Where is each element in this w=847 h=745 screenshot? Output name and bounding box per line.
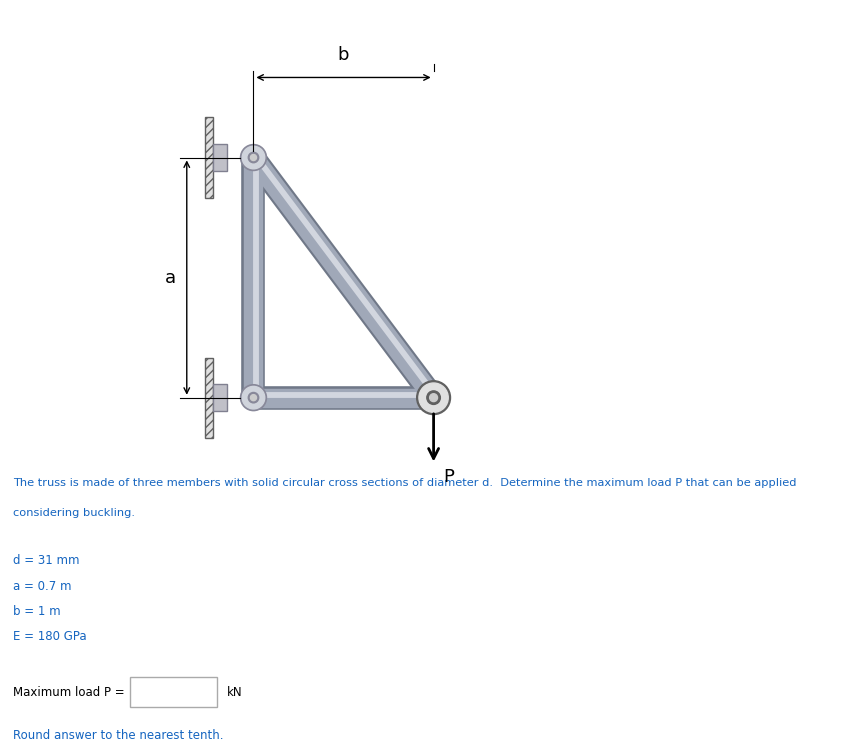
Text: The truss is made of three members with solid circular cross sections of diamete: The truss is made of three members with …	[14, 478, 797, 488]
Circle shape	[241, 384, 267, 410]
Text: E = 180 GPa: E = 180 GPa	[14, 630, 87, 644]
Text: a: a	[164, 269, 175, 287]
Bar	[130, 677, 217, 707]
Circle shape	[251, 395, 257, 401]
Text: P: P	[444, 468, 455, 486]
Circle shape	[241, 145, 267, 171]
Circle shape	[251, 154, 257, 161]
Bar	[206, 118, 213, 197]
Text: kN: kN	[227, 686, 242, 699]
Text: Round answer to the nearest tenth.: Round answer to the nearest tenth.	[14, 729, 224, 742]
Text: Number: Number	[150, 686, 197, 699]
Circle shape	[419, 383, 448, 412]
Circle shape	[242, 387, 265, 409]
Text: b: b	[338, 46, 349, 64]
Circle shape	[242, 146, 265, 169]
Circle shape	[248, 393, 258, 403]
Text: considering buckling.: considering buckling.	[14, 508, 136, 518]
Text: d = 31 mm: d = 31 mm	[14, 554, 80, 568]
Text: a = 0.7 m: a = 0.7 m	[14, 580, 72, 593]
Circle shape	[417, 381, 451, 414]
Text: b = 1 m: b = 1 m	[14, 605, 61, 618]
Text: Maximum load P =: Maximum load P =	[14, 686, 129, 699]
Bar	[206, 358, 213, 437]
Circle shape	[427, 391, 440, 405]
Bar	[213, 145, 227, 171]
Circle shape	[248, 152, 258, 162]
Bar	[213, 384, 227, 411]
Circle shape	[429, 393, 438, 402]
